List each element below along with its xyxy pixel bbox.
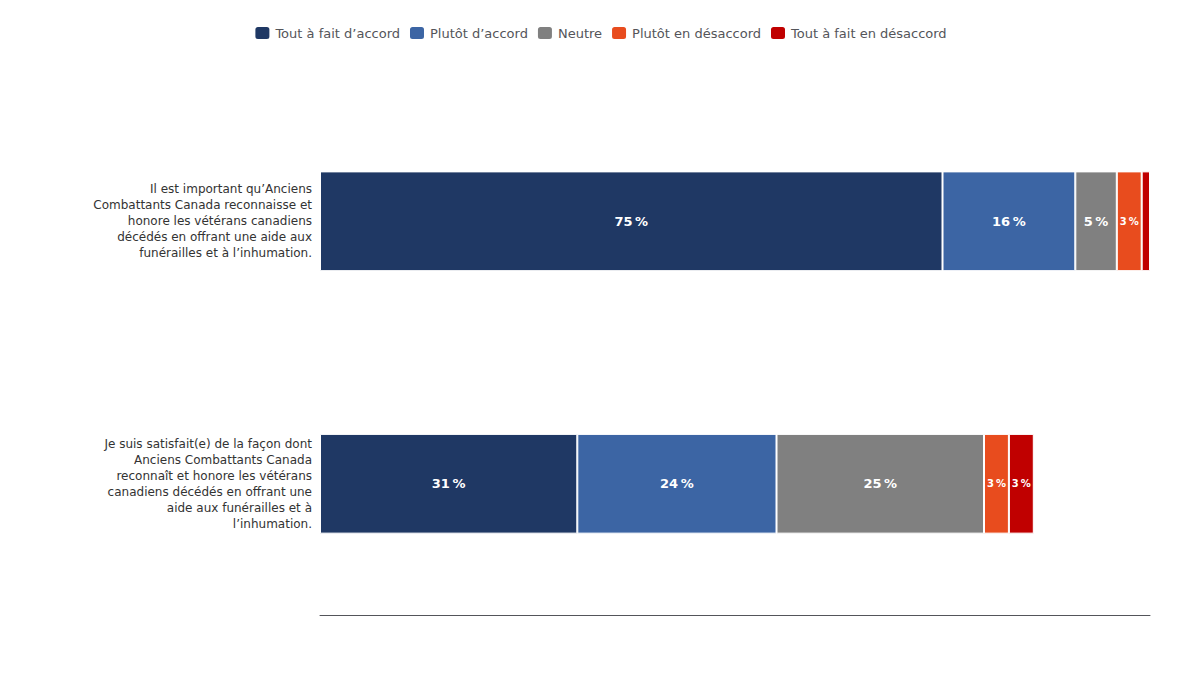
svg-text:5 %: 5 % — [1084, 214, 1109, 229]
svg-text:reconnaît et honore les vétéra: reconnaît et honore les vétérans — [116, 469, 312, 483]
svg-text:75 %: 75 % — [614, 214, 648, 229]
svg-text:Plutôt en désaccord: Plutôt en désaccord — [632, 26, 761, 41]
svg-text:Il est important qu’Anciens: Il est important qu’Anciens — [150, 182, 312, 196]
svg-text:Combattants Canada reconnaisse: Combattants Canada reconnaisse et — [93, 198, 312, 212]
svg-text:3 %: 3 % — [1120, 216, 1139, 227]
svg-text:24 %: 24 % — [660, 476, 694, 491]
svg-text:funérailles et à l’inhumation.: funérailles et à l’inhumation. — [139, 246, 312, 260]
svg-text:Plutôt d’accord: Plutôt d’accord — [430, 26, 528, 41]
svg-text:honore les vétérans canadiens: honore les vétérans canadiens — [128, 214, 312, 228]
svg-text:Neutre: Neutre — [558, 26, 602, 41]
svg-text:31 %: 31 % — [432, 476, 466, 491]
svg-text:Tout à fait d’accord: Tout à fait d’accord — [274, 26, 400, 41]
svg-text:l’inhumation.: l’inhumation. — [233, 517, 312, 531]
svg-text:25 %: 25 % — [863, 476, 897, 491]
svg-text:canadiens décédés en offrant u: canadiens décédés en offrant une — [108, 485, 312, 499]
svg-text:Anciens Combattants Canada: Anciens Combattants Canada — [134, 453, 312, 467]
svg-text:aide aux funérailles et à: aide aux funérailles et à — [167, 501, 312, 515]
svg-text:Tout à fait en désaccord: Tout à fait en désaccord — [790, 26, 947, 41]
svg-text:Je suis satisfait(e) de la faç: Je suis satisfait(e) de la façon dont — [103, 437, 312, 451]
svg-text:décédés en offrant une aide au: décédés en offrant une aide aux — [117, 230, 312, 244]
svg-text:16 %: 16 % — [992, 214, 1026, 229]
svg-text:3 %: 3 % — [987, 478, 1006, 489]
svg-text:3 %: 3 % — [1012, 478, 1031, 489]
